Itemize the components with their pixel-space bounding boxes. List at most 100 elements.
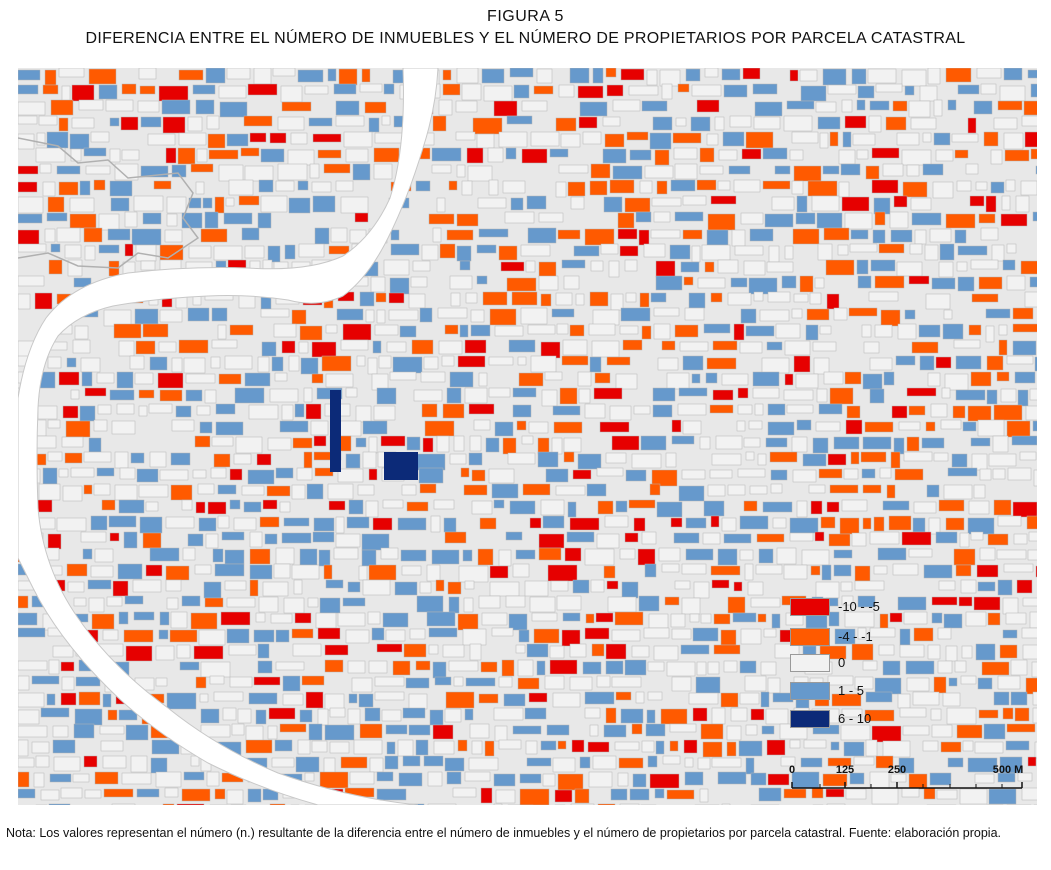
parcel <box>308 117 333 127</box>
parcel <box>385 629 406 642</box>
parcel <box>465 677 496 687</box>
parcel <box>750 597 781 608</box>
parcel <box>621 581 639 599</box>
parcel <box>515 644 526 654</box>
parcel <box>213 453 231 468</box>
parcel <box>83 147 107 157</box>
parcel <box>653 323 671 340</box>
parcel <box>811 195 840 212</box>
parcel <box>1006 355 1034 365</box>
parcel <box>329 741 350 754</box>
parcel <box>40 707 70 718</box>
parcel <box>305 403 322 420</box>
parcel <box>493 803 503 805</box>
legend-swatch <box>790 628 830 646</box>
parcel <box>512 404 532 418</box>
parcel <box>677 403 707 416</box>
parcel <box>968 500 990 515</box>
parcel <box>762 180 791 190</box>
parcel <box>225 197 235 207</box>
parcel <box>986 355 1004 371</box>
parcel <box>96 372 115 384</box>
parcel <box>699 788 709 803</box>
parcel <box>221 531 245 541</box>
parcel <box>913 501 937 514</box>
parcel <box>937 660 953 674</box>
parcel <box>1010 659 1028 676</box>
parcel <box>311 373 324 384</box>
parcel <box>190 755 200 767</box>
parcel <box>91 613 115 630</box>
parcel <box>639 292 650 308</box>
scale-tick-label: 250 <box>887 764 907 776</box>
parcel <box>525 740 538 755</box>
parcel <box>981 661 1010 676</box>
parcel <box>935 531 958 544</box>
parcel <box>651 197 682 207</box>
parcel <box>572 469 592 480</box>
parcel <box>383 83 395 95</box>
parcel <box>870 259 896 272</box>
parcel <box>72 773 90 783</box>
parcel <box>930 708 942 721</box>
parcel <box>495 789 516 804</box>
parcel <box>908 275 930 285</box>
parcel <box>432 227 442 243</box>
parcel <box>102 629 119 641</box>
parcel <box>927 372 941 387</box>
parcel <box>297 739 311 755</box>
parcel <box>368 117 380 133</box>
parcel <box>58 68 85 78</box>
parcel <box>342 323 372 341</box>
parcel <box>413 389 443 402</box>
parcel <box>682 355 704 371</box>
parcel <box>734 245 764 256</box>
parcel <box>247 83 278 96</box>
parcel <box>279 723 307 733</box>
parcel <box>206 771 220 787</box>
parcel <box>753 116 781 130</box>
parcel <box>683 276 694 286</box>
parcel <box>571 739 585 753</box>
parcel <box>97 404 112 415</box>
parcel <box>299 709 313 723</box>
parcel <box>100 740 124 752</box>
parcel <box>562 339 588 356</box>
parcel <box>382 499 404 509</box>
parcel <box>198 517 217 532</box>
parcel <box>890 229 913 243</box>
parcel <box>706 229 729 246</box>
parcel <box>942 323 964 340</box>
parcel <box>991 244 1005 262</box>
parcel <box>279 420 309 433</box>
parcel <box>187 116 203 132</box>
parcel <box>319 771 349 789</box>
parcel <box>291 628 314 639</box>
parcel <box>730 277 748 288</box>
parcel <box>674 163 698 180</box>
parcel <box>733 581 743 592</box>
parcel <box>552 692 581 708</box>
parcel <box>986 389 998 405</box>
parcel <box>706 357 737 370</box>
parcel <box>891 405 908 419</box>
parcel <box>253 676 281 686</box>
parcel <box>905 660 935 675</box>
parcel <box>871 179 899 194</box>
parcel <box>500 261 525 272</box>
parcel <box>826 803 846 805</box>
parcel <box>976 68 1002 79</box>
parcel <box>269 132 287 144</box>
parcel <box>582 131 602 145</box>
parcel <box>974 773 995 784</box>
parcel <box>315 612 337 629</box>
parcel <box>385 724 408 735</box>
parcel <box>722 131 745 147</box>
parcel <box>901 531 932 546</box>
parcel <box>376 771 394 782</box>
parcel <box>281 340 296 354</box>
parcel <box>301 675 325 686</box>
parcel <box>431 164 452 174</box>
parcel <box>47 533 62 550</box>
parcel <box>784 373 794 386</box>
